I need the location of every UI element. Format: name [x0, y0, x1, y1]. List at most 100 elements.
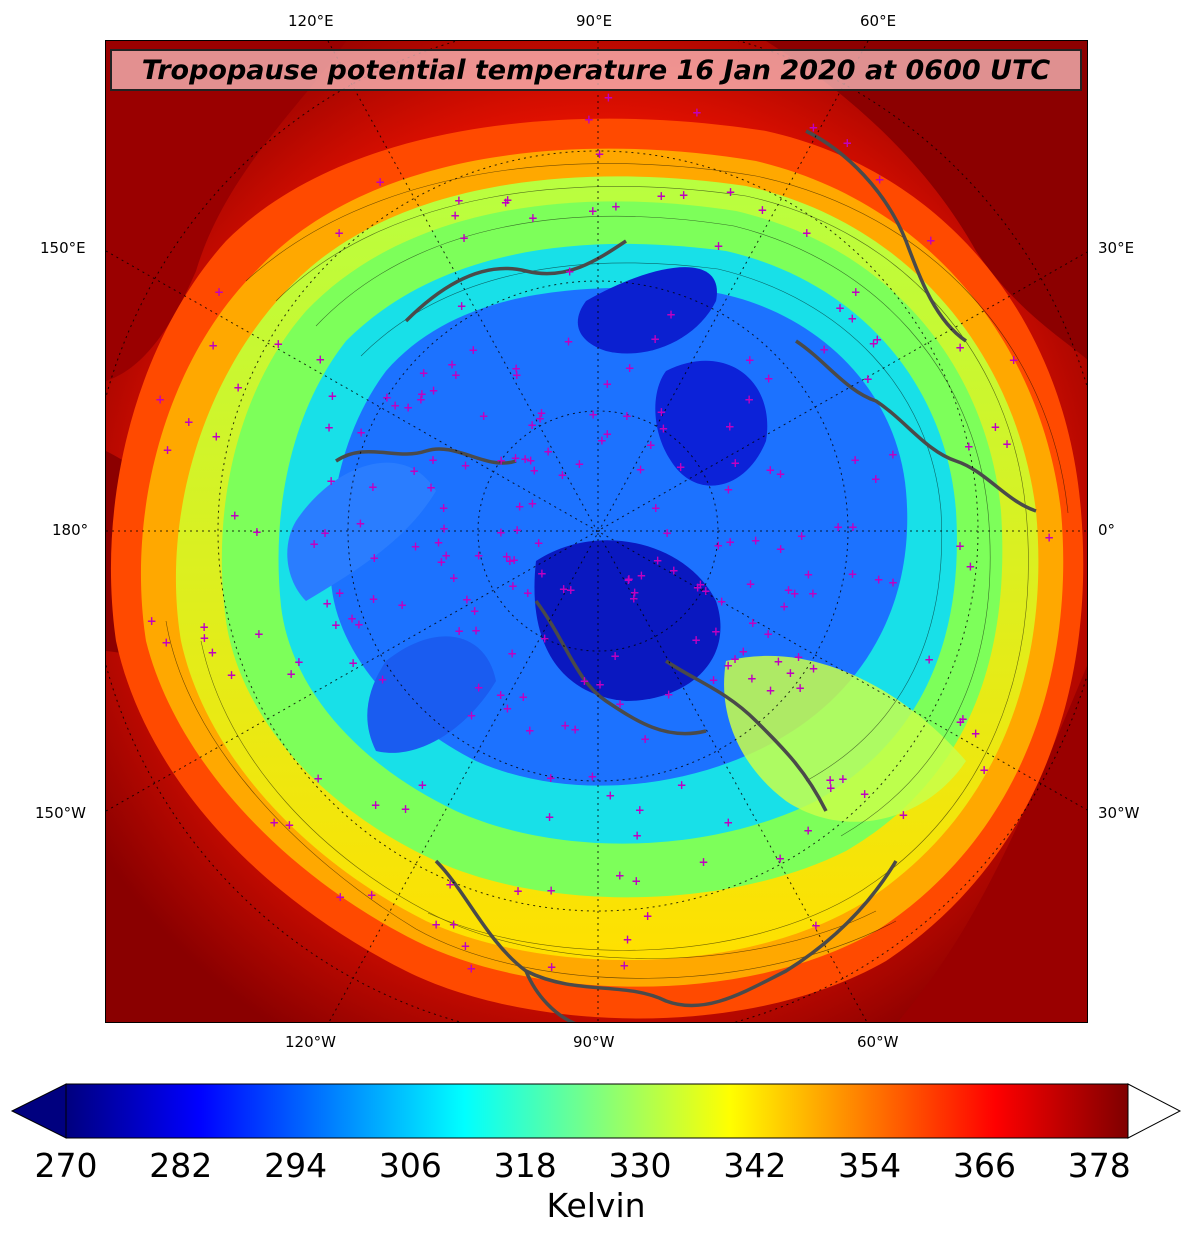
station-marker: + — [619, 959, 629, 973]
station-marker: + — [416, 393, 426, 407]
colorbar-tick-label: 318 — [493, 1146, 557, 1185]
colorbar-tick-label: 354 — [838, 1146, 902, 1185]
station-marker: + — [502, 702, 512, 716]
station-marker: + — [838, 772, 848, 786]
station-marker: + — [331, 618, 341, 632]
deep-core-north — [577, 267, 717, 354]
station-marker: + — [546, 884, 556, 898]
station-marker: + — [603, 90, 613, 104]
station-marker: + — [546, 771, 556, 785]
station-marker: + — [711, 625, 721, 639]
station-marker: + — [367, 888, 377, 902]
station-marker: + — [888, 448, 898, 462]
station-marker: + — [390, 399, 400, 413]
station-marker: + — [610, 649, 620, 663]
station-marker: + — [955, 341, 965, 355]
station-marker: + — [543, 444, 553, 458]
station-marker: + — [863, 372, 873, 386]
station-marker: + — [466, 962, 476, 976]
station-marker: + — [441, 548, 451, 562]
station-marker: + — [501, 196, 511, 210]
tropopause-map: + + + + + + + + + + + + + + + + + + + + + + + + + + + + + + + + + + + + + + + +… — [106, 41, 1087, 1022]
station-marker: + — [230, 509, 240, 523]
station-marker: + — [474, 681, 484, 695]
station-marker: + — [450, 208, 460, 222]
station-marker: + — [510, 451, 520, 465]
station-marker: + — [632, 829, 642, 843]
station-marker: + — [512, 368, 522, 382]
station-marker: + — [508, 579, 518, 593]
station-marker: + — [835, 301, 845, 315]
station-marker: + — [874, 572, 884, 586]
station-marker: + — [526, 454, 536, 468]
station-marker: + — [757, 203, 767, 217]
station-marker: + — [708, 673, 718, 687]
station-marker: + — [662, 526, 672, 540]
station-marker: + — [479, 409, 489, 423]
station-marker: + — [470, 604, 480, 618]
station-marker: + — [848, 520, 858, 534]
station-marker: + — [208, 339, 218, 353]
station-marker: + — [284, 818, 294, 832]
station-marker: + — [428, 453, 438, 467]
station-marker: + — [775, 467, 785, 481]
station-marker: + — [518, 690, 528, 704]
station-marker: + — [368, 592, 378, 606]
station-marker: + — [462, 593, 472, 607]
station-marker: + — [560, 718, 570, 732]
station-marker: + — [528, 211, 538, 225]
station-marker: + — [509, 553, 519, 567]
station-marker: + — [451, 368, 461, 382]
lon-label-right-30w: 30°W — [1098, 804, 1140, 822]
station-marker: + — [1002, 437, 1012, 451]
station-marker: + — [666, 307, 676, 321]
station-marker: + — [286, 667, 296, 681]
station-marker: + — [691, 633, 701, 647]
station-marker: + — [313, 772, 323, 786]
station-marker: + — [563, 334, 573, 348]
station-marker: + — [730, 652, 740, 666]
lon-label-bottom-60w: 60°W — [857, 1033, 899, 1051]
colorbar-tick-label: 270 — [34, 1146, 98, 1185]
station-marker: + — [334, 226, 344, 240]
station-marker: + — [459, 231, 469, 245]
station-marker: + — [826, 781, 836, 795]
station-marker: + — [426, 481, 436, 495]
colorbar-tick-label: 330 — [608, 1146, 672, 1185]
station-marker: + — [520, 452, 530, 466]
station-marker: + — [335, 586, 345, 600]
station-marker: + — [785, 666, 795, 680]
station-marker: + — [868, 336, 878, 350]
station-marker: + — [431, 917, 441, 931]
station-marker: + — [428, 384, 438, 398]
station-marker: + — [1044, 531, 1054, 545]
station-markers: + + + + + + + + + + + + + + + + + + + + + + + + + + + + + + + + + + + + + + + +… — [147, 90, 1055, 975]
station-marker: + — [611, 199, 621, 213]
lon-label-top-90e: 90°E — [576, 12, 613, 30]
station-marker: + — [511, 362, 521, 376]
station-marker: + — [713, 239, 723, 253]
warm-tongue-southeast — [724, 655, 966, 822]
station-marker: + — [505, 554, 515, 568]
station-marker: + — [860, 787, 870, 801]
station-marker: + — [825, 773, 835, 787]
station-marker: + — [803, 567, 813, 581]
station-marker: + — [695, 578, 705, 592]
station-marker: + — [474, 548, 484, 562]
station-marker: + — [507, 646, 517, 660]
station-marker: + — [779, 599, 789, 613]
dark-red-region-ne — [766, 41, 1087, 360]
station-marker: + — [745, 577, 755, 591]
station-marker: + — [871, 472, 881, 486]
title-box: Tropopause potential temperature 16 Jan … — [110, 49, 1082, 91]
station-marker: + — [635, 462, 645, 476]
station-marker: + — [679, 188, 689, 202]
vortex-lobe-west — [287, 462, 436, 601]
station-marker: + — [147, 614, 157, 628]
station-marker: + — [624, 572, 634, 586]
station-marker: + — [717, 594, 727, 608]
station-marker: + — [979, 763, 989, 777]
station-marker: + — [199, 631, 209, 645]
station-marker: + — [496, 454, 506, 468]
station-marker: + — [335, 890, 345, 904]
